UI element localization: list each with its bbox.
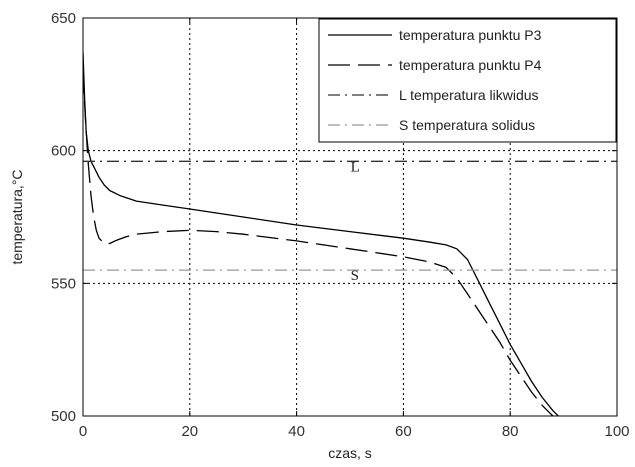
y-tick-label-3: 650 bbox=[51, 10, 76, 27]
y-tick-label-0: 500 bbox=[51, 408, 76, 425]
x-tick-label-5: 100 bbox=[604, 423, 629, 440]
y-axis-ticks: 500 550 600 650 bbox=[51, 10, 617, 425]
legend-label-0: temperatura punktu P3 bbox=[399, 27, 542, 43]
series-line-0 bbox=[83, 52, 559, 416]
x-tick-label-2: 40 bbox=[288, 423, 305, 440]
y-axis-label: temperatura,°C bbox=[9, 169, 25, 264]
legend: temperatura punktu P3 temperatura punktu … bbox=[318, 18, 617, 143]
annotations: LS bbox=[351, 159, 360, 284]
y-tick-label-2: 600 bbox=[51, 143, 76, 160]
x-axis-ticks: 0 20 40 60 80 100 bbox=[79, 18, 630, 440]
annotation-s: S bbox=[351, 268, 359, 284]
x-tick-label-1: 20 bbox=[181, 423, 198, 440]
x-tick-label-4: 80 bbox=[502, 423, 519, 440]
plot-frame bbox=[82, 17, 618, 417]
plot-series bbox=[83, 52, 617, 416]
series-line-1 bbox=[83, 71, 554, 416]
y-tick-label-1: 550 bbox=[51, 275, 76, 292]
annotation-l: L bbox=[351, 159, 360, 175]
legend-label-3: S temperatura solidus bbox=[399, 117, 535, 133]
legend-box bbox=[318, 18, 617, 143]
x-axis-label: czas, s bbox=[328, 445, 372, 461]
legend-label-2: L temperatura likwidus bbox=[399, 87, 539, 103]
x-tick-label-3: 60 bbox=[395, 423, 412, 440]
legend-label-1: temperatura punktu P4 bbox=[399, 57, 542, 73]
x-tick-label-0: 0 bbox=[79, 423, 87, 440]
